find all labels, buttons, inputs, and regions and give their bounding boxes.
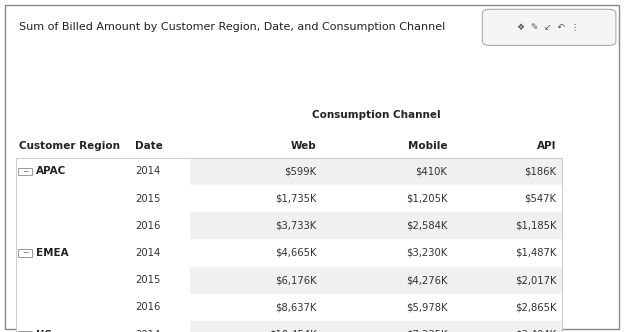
Text: 2015: 2015 [135,275,160,285]
Bar [16,321,190,332]
Text: 2015: 2015 [135,194,160,204]
Text: ❖  ✎  ↙  ↶  ⋮: ❖ ✎ ↙ ↶ ⋮ [517,23,580,32]
Bar [190,267,562,294]
Text: $1,487K: $1,487K [515,248,557,258]
Text: −: − [22,248,28,258]
Bar [16,158,190,185]
Text: $10,454K: $10,454K [269,330,316,332]
Text: 2016: 2016 [135,221,160,231]
Text: $2,017K: $2,017K [515,275,557,285]
Text: Customer Region: Customer Region [19,141,120,151]
Text: 2016: 2016 [135,302,160,312]
Text: $3,230K: $3,230K [406,248,447,258]
Bar [190,158,562,185]
Text: 2014: 2014 [135,330,160,332]
Bar [190,321,562,332]
Text: $3,404K: $3,404K [515,330,557,332]
Bar [18,331,32,332]
Text: $2,865K: $2,865K [515,302,557,312]
Text: $7,235K: $7,235K [406,330,447,332]
Bar [16,267,190,294]
Bar [190,185,562,212]
Bar [18,168,32,175]
Bar [190,212,562,239]
Text: −: − [22,330,28,332]
Text: $3,733K: $3,733K [275,221,316,231]
Text: $2,584K: $2,584K [406,221,447,231]
Text: $4,276K: $4,276K [406,275,447,285]
Text: EMEA: EMEA [36,248,68,258]
Text: $547K: $547K [525,194,557,204]
Text: US: US [36,330,52,332]
Bar [16,212,190,239]
Text: Web: Web [291,141,316,151]
Text: $1,205K: $1,205K [406,194,447,204]
Text: $4,665K: $4,665K [275,248,316,258]
Bar [16,185,190,212]
Text: $5,978K: $5,978K [406,302,447,312]
Text: 2014: 2014 [135,166,160,176]
FancyBboxPatch shape [482,9,616,45]
Text: $6,176K: $6,176K [275,275,316,285]
Text: 2014: 2014 [135,248,160,258]
Text: Sum of Billed Amount by Customer Region, Date, and Consumption Channel: Sum of Billed Amount by Customer Region,… [19,22,445,32]
Text: $599K: $599K [285,166,316,176]
Text: API: API [537,141,557,151]
Text: $8,637K: $8,637K [275,302,316,312]
Bar [18,249,32,257]
Text: Consumption Channel: Consumption Channel [311,110,441,120]
Bar [16,158,562,332]
Text: $186K: $186K [525,166,557,176]
Text: −: − [22,167,28,176]
Text: Mobile: Mobile [408,141,447,151]
Text: $1,735K: $1,735K [275,194,316,204]
Bar [190,294,562,321]
Text: $1,185K: $1,185K [515,221,557,231]
Text: Date: Date [135,141,163,151]
Text: APAC: APAC [36,166,66,176]
Bar [16,239,190,267]
Bar [190,239,562,267]
Text: $410K: $410K [416,166,447,176]
Bar [16,294,190,321]
